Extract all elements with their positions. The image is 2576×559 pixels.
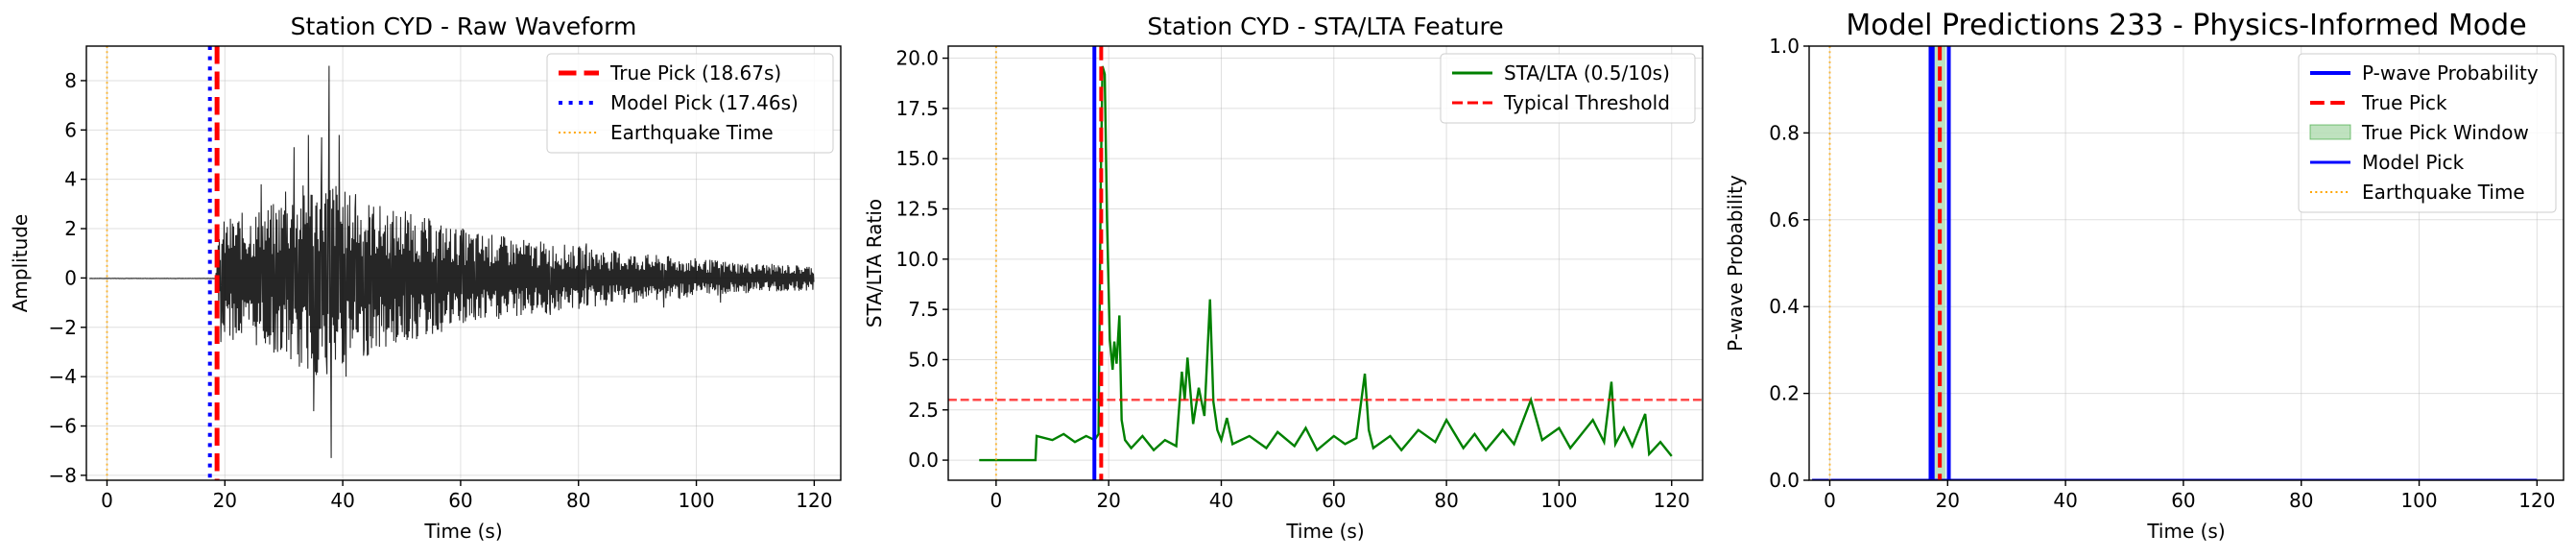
y-tick-label: 0.0 [908, 449, 939, 472]
y-tick-label: 0.2 [1769, 382, 1800, 405]
axes-frame [947, 45, 1704, 481]
legend-label: True Pick [2361, 91, 2447, 114]
y-axis-label: Amplitude [9, 214, 32, 313]
chart-3: 0 20 40 60 80 100 120 0.0 0.2 0.4 0.6 0.8 1.0 Model P… [1724, 9, 2564, 543]
legend-label: Earthquake Time [2362, 181, 2525, 204]
y-tick-label: 4 [64, 168, 77, 191]
x-tick-label: 20 [1936, 489, 1960, 512]
x-axis-label: Time (s) [1285, 520, 1364, 543]
x-tick-label: 120 [796, 489, 832, 512]
y-tick-label: −2 [49, 316, 77, 339]
y-tick-label: 2 [64, 217, 77, 240]
y-tick-label: 5.0 [908, 348, 939, 371]
chart-1: 0 20 40 60 80 100 120 −8 −6 −4 −2 0 2 4 6 8 Station CYD … [9, 12, 842, 543]
x-tick-label: 60 [448, 489, 472, 512]
x-tick-label: 120 [2518, 489, 2555, 512]
y-tick-label: 17.5 [895, 97, 939, 120]
legend-box [1440, 53, 1696, 124]
x-tick-label: 80 [566, 489, 590, 512]
y-axis-label: STA/LTA Ratio [863, 199, 886, 328]
chart-title: Station CYD - STA/LTA Feature [1147, 12, 1503, 40]
y-tick-label: 0.4 [1769, 295, 1800, 318]
x-tick-label: 80 [1434, 489, 1458, 512]
legend-box [546, 53, 834, 154]
plot-area [1812, 46, 2538, 480]
x-tick-label: 40 [330, 489, 354, 512]
x-axis-label: Time (s) [2146, 520, 2225, 543]
x-tick-label: 40 [1209, 489, 1233, 512]
x-tick-label: 0 [101, 489, 113, 512]
y-tick-label: 0.6 [1769, 208, 1800, 231]
axes-frame [1808, 45, 2564, 481]
y-tick-label: 0.8 [1769, 121, 1800, 144]
chart-title: Model Predictions 233 - Physics-Informed… [1846, 9, 2526, 42]
y-tick-label: 6 [64, 118, 77, 141]
y-tick-label: 10.0 [895, 248, 939, 271]
x-tick-label: 120 [1654, 489, 1690, 512]
x-tick-label: 60 [1322, 489, 1346, 512]
x-tick-label: 100 [678, 489, 714, 512]
y-tick-label: 1.0 [1769, 35, 1800, 58]
legend: True Pick (18.67s) Model Pick (17.46s) Ear… [546, 53, 834, 154]
y-tick-label: −6 [49, 415, 77, 438]
plot-area [948, 46, 1703, 480]
legend-box [2298, 53, 2557, 213]
legend-label: Model Pick (17.46s) [610, 91, 799, 114]
y-tick-label: 15.0 [895, 147, 939, 170]
y-tick-label: 8 [64, 69, 77, 92]
legend-label: STA/LTA (0.5/10s) [1504, 61, 1670, 85]
legend-label: Earthquake Time [610, 121, 774, 144]
series-sta-lta-0-5-10s--line [979, 65, 1673, 462]
x-tick-label: 100 [2400, 489, 2437, 512]
legend-swatch [2309, 124, 2351, 140]
legend-label: P-wave Probability [2362, 61, 2539, 85]
legend-label: True Pick (18.67s) [609, 61, 781, 85]
y-tick-label: 20.0 [895, 47, 939, 70]
y-tick-label: 12.5 [895, 198, 939, 221]
axes-frame [85, 45, 842, 481]
y-tick-label: 0.0 [1769, 469, 1800, 492]
x-axis-label: Time (s) [423, 520, 502, 543]
x-tick-label: 100 [1540, 489, 1577, 512]
legend: STA/LTA (0.5/10s) Typical Threshold [1440, 53, 1696, 124]
legend: P-wave Probability True Pick True Pick Win… [2298, 53, 2557, 213]
y-tick-label: −4 [49, 365, 77, 388]
y-tick-label: −8 [49, 464, 77, 487]
legend-label: Model Pick [2362, 151, 2465, 174]
y-axis-label: P-wave Probability [1724, 175, 1747, 352]
x-tick-label: 0 [1824, 489, 1836, 512]
y-tick-label: 0 [64, 266, 77, 289]
waveform-line [88, 65, 815, 458]
x-tick-label: 0 [990, 489, 1002, 512]
x-tick-label: 40 [2053, 489, 2077, 512]
x-tick-label: 20 [1096, 489, 1120, 512]
y-tick-label: 7.5 [908, 298, 939, 321]
plot-area [88, 46, 815, 480]
legend-label: Typical Threshold [1503, 91, 1670, 114]
chart-title: Station CYD - Raw Waveform [291, 12, 637, 40]
y-tick-label: 2.5 [908, 399, 939, 422]
chart-2: 0 20 40 60 80 100 120 0.0 2.5 5.0 7.5 10.0 12.5 15.0 1… [863, 12, 1704, 543]
legend-label: True Pick Window [2361, 121, 2529, 144]
x-tick-label: 60 [2171, 489, 2195, 512]
x-tick-label: 20 [213, 489, 237, 512]
x-tick-label: 80 [2289, 489, 2313, 512]
